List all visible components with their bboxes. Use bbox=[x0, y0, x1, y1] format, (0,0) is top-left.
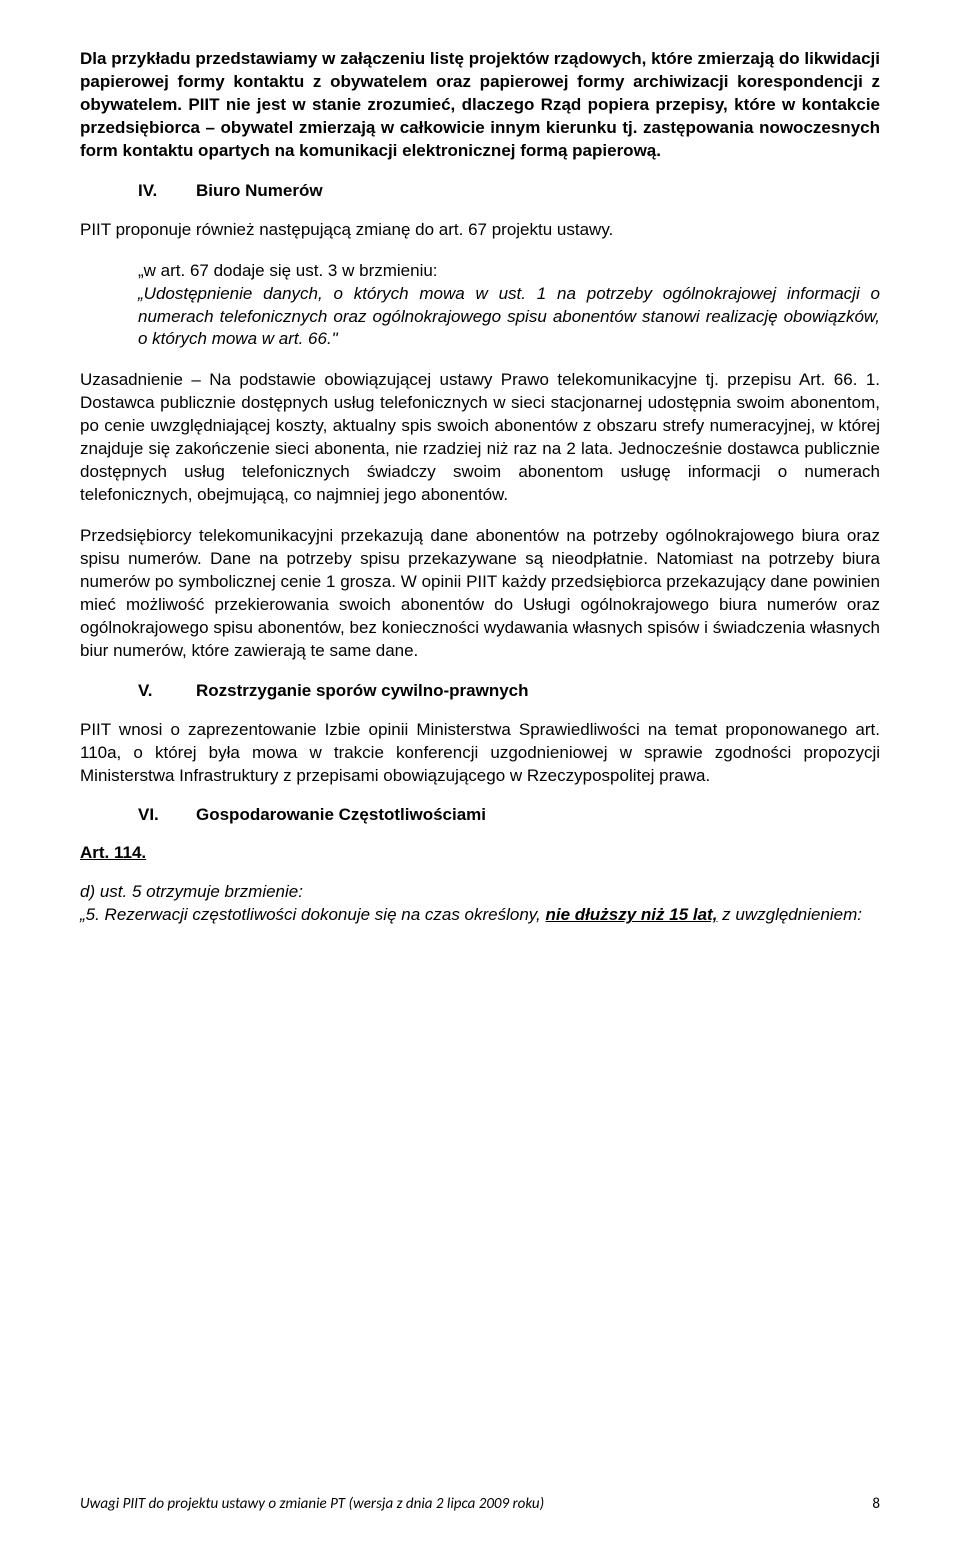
section-5-number: V. bbox=[138, 681, 196, 701]
quote-line-1: „w art. 67 dodaje się ust. 3 w brzmieniu… bbox=[138, 260, 880, 283]
page-content: Dla przykładu przedstawiamy w załączeniu… bbox=[0, 0, 960, 1541]
quote-block: „w art. 67 dodaje się ust. 3 w brzmieniu… bbox=[138, 260, 880, 352]
section-4-title: Biuro Numerów bbox=[196, 181, 323, 201]
paragraph-justification-1: Uzasadnienie – Na podstawie obowiązujące… bbox=[80, 369, 880, 507]
clause-d-body: „5. Rezerwacji częstotliwości dokonuje s… bbox=[80, 904, 880, 927]
page-number: 8 bbox=[872, 1495, 880, 1513]
paragraph-proposal: PIIT proponuje również następującą zmian… bbox=[80, 219, 880, 242]
paragraph-intro: Dla przykładu przedstawiamy w załączeniu… bbox=[80, 48, 880, 163]
clause-d-intro: d) ust. 5 otrzymuje brzmienie: bbox=[80, 881, 880, 904]
paragraph-justification-2: Przedsiębiorcy telekomunikacyjni przekaz… bbox=[80, 525, 880, 663]
section-4-number: IV. bbox=[138, 181, 196, 201]
heading-section-4: IV. Biuro Numerów bbox=[138, 181, 880, 201]
quote-line-2: „Udostępnienie danych, o których mowa w … bbox=[138, 283, 880, 352]
heading-section-5: V. Rozstrzyganie sporów cywilno-prawnych bbox=[138, 681, 880, 701]
clause-d-pre: „5. Rezerwacji częstotliwości dokonuje s… bbox=[80, 905, 546, 924]
clause-d-underlined: nie dłuższy niż 15 lat, bbox=[546, 905, 718, 924]
footer-text: Uwagi PIIT do projektu ustawy o zmianie … bbox=[80, 1495, 544, 1513]
article-114-heading: Art. 114. bbox=[80, 843, 880, 863]
section-5-title: Rozstrzyganie sporów cywilno-prawnych bbox=[196, 681, 529, 701]
section-6-title: Gospodarowanie Częstotliwościami bbox=[196, 805, 486, 825]
paragraph-section-5: PIIT wnosi o zaprezentowanie Izbie opini… bbox=[80, 719, 880, 788]
heading-section-6: VI. Gospodarowanie Częstotliwościami bbox=[138, 805, 880, 825]
section-6-number: VI. bbox=[138, 805, 196, 825]
clause-d-post: z uwzględnieniem: bbox=[717, 905, 862, 924]
page-footer: Uwagi PIIT do projektu ustawy o zmianie … bbox=[80, 1495, 880, 1513]
